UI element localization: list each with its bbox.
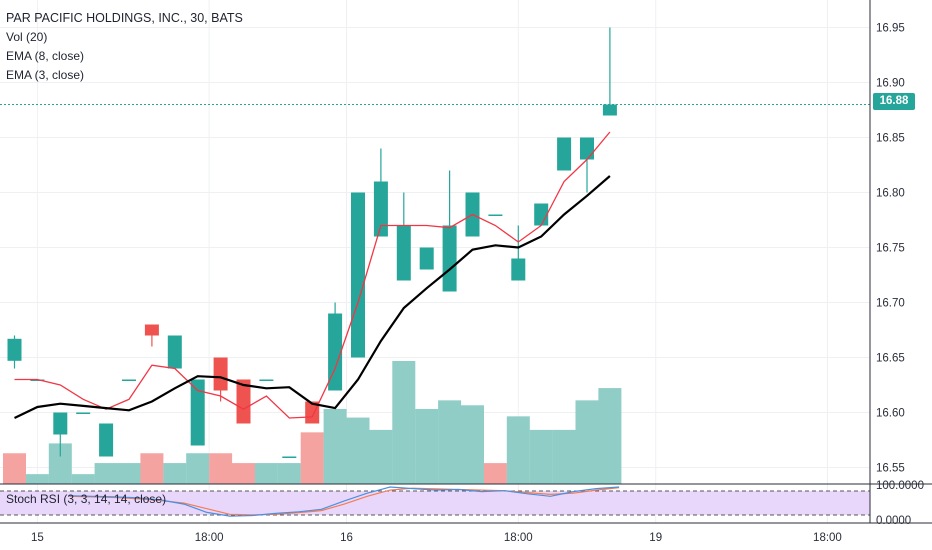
candle-body[interactable] xyxy=(30,379,45,382)
stoch-rsi-tick-label: 100.0000 xyxy=(876,480,924,492)
volume-bar xyxy=(71,474,95,484)
candle-body[interactable] xyxy=(328,313,343,391)
volume-bar xyxy=(598,388,622,484)
candles[interactable] xyxy=(7,27,617,459)
price-tick-label: 16.65 xyxy=(876,353,905,365)
stoch-rsi-pane[interactable] xyxy=(0,486,870,517)
legend-vol[interactable]: Vol (20) xyxy=(6,30,48,44)
candle-body[interactable] xyxy=(305,401,320,424)
candle-body[interactable] xyxy=(259,379,274,382)
volume-bar xyxy=(575,400,599,484)
volume-bar xyxy=(3,453,26,484)
price-tick-label: 16.60 xyxy=(876,408,905,420)
candle-body[interactable] xyxy=(76,412,91,415)
volume-bar xyxy=(163,463,187,484)
volume-bar xyxy=(483,463,507,484)
candle-body[interactable] xyxy=(236,379,251,424)
last-price-badge: 16.88 xyxy=(873,93,915,110)
legend: PAR PACIFIC HOLDINGS, INC., 30, BATS Vol… xyxy=(6,9,243,85)
ema-lines xyxy=(0,104,870,419)
volume-bar xyxy=(369,429,393,484)
volume-bar xyxy=(415,408,439,484)
candle-body[interactable] xyxy=(144,324,159,336)
time-tick-label: 18:00 xyxy=(195,532,224,544)
volume-bar xyxy=(552,429,576,484)
volume-bar xyxy=(140,453,164,484)
price-tick-label: 16.80 xyxy=(876,188,905,200)
volume-bar xyxy=(25,474,49,484)
candle-body[interactable] xyxy=(7,338,22,361)
candle-body[interactable] xyxy=(351,192,365,358)
legend-symbol[interactable]: PAR PACIFIC HOLDINGS, INC., 30, BATS xyxy=(6,11,243,25)
volume-bars xyxy=(3,361,622,484)
candle-body[interactable] xyxy=(282,456,297,459)
time-tick-label: 19 xyxy=(649,532,662,544)
time-tick-label: 15 xyxy=(31,532,44,544)
legend-ema8[interactable]: EMA (8, close) xyxy=(6,49,85,63)
candle-body[interactable] xyxy=(99,423,114,457)
price-tick-label: 16.90 xyxy=(876,78,905,90)
price-tick-label: 16.55 xyxy=(876,463,905,475)
candle-body[interactable] xyxy=(580,137,594,160)
volume-bar xyxy=(209,453,233,484)
candle-body[interactable] xyxy=(602,104,617,116)
legend-ema3[interactable]: EMA (3, close) xyxy=(6,68,85,82)
price-tick-label: 16.95 xyxy=(876,23,905,35)
volume-bar xyxy=(438,400,462,484)
ema3-line xyxy=(14,131,611,419)
volume-bar xyxy=(529,429,553,484)
volume-bar xyxy=(48,443,72,484)
volume-bar xyxy=(346,417,370,484)
time-tick-label: 16 xyxy=(340,532,353,544)
volume-bar xyxy=(186,453,210,484)
volume-bar xyxy=(323,408,347,484)
volume-bar xyxy=(506,416,530,484)
candle-body[interactable] xyxy=(167,335,182,369)
ema8-line xyxy=(14,175,611,419)
price-tick-label: 16.70 xyxy=(876,298,905,310)
volume-bar xyxy=(392,361,416,484)
candle-body[interactable] xyxy=(557,137,572,171)
candle-body[interactable] xyxy=(396,225,411,281)
candle-body[interactable] xyxy=(534,203,549,226)
candle-body[interactable] xyxy=(53,412,68,435)
volume-bar xyxy=(94,463,118,484)
volume-bar xyxy=(277,463,301,484)
volume-bar xyxy=(117,463,141,484)
stoch-rsi-band xyxy=(0,491,870,515)
stoch-rsi-k-line xyxy=(69,486,620,517)
stoch-rsi-label[interactable]: Stoch RSI (3, 3, 14, 14, close) xyxy=(6,492,167,506)
candle-body[interactable] xyxy=(419,247,434,270)
price-tick-label: 16.85 xyxy=(876,133,905,145)
volume-bar xyxy=(254,463,278,484)
volume-bar xyxy=(300,432,324,484)
candle-body[interactable] xyxy=(488,214,503,217)
candle-body[interactable] xyxy=(190,379,205,446)
candle-body[interactable] xyxy=(442,225,457,292)
candle-body[interactable] xyxy=(213,357,228,391)
time-tick-label: 18:00 xyxy=(504,532,533,544)
volume-bar xyxy=(232,463,255,484)
stoch-rsi-tick-label: 0.0000 xyxy=(876,515,911,527)
time-tick-label: 18:00 xyxy=(813,532,842,544)
candle-body[interactable] xyxy=(511,258,526,281)
price-tick-label: 16.75 xyxy=(876,243,905,255)
volume-bar xyxy=(461,405,484,484)
candle-body[interactable] xyxy=(373,181,388,237)
candle-body[interactable] xyxy=(122,379,136,382)
